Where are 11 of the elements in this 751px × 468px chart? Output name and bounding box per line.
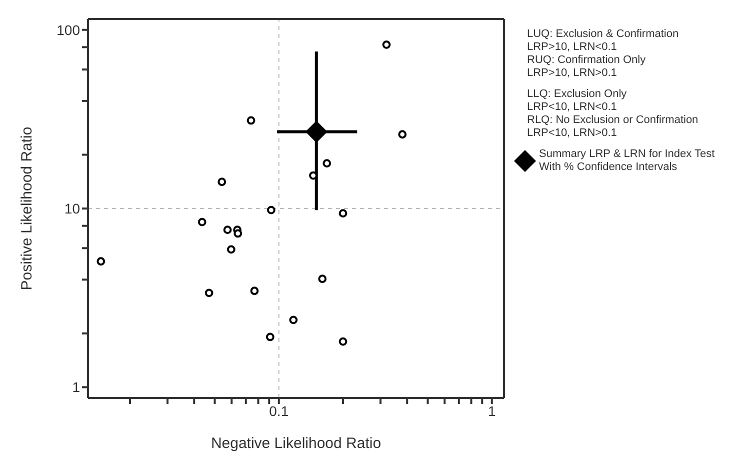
x-tick-label: 0.1 (269, 402, 289, 419)
y-axis-title: Positive Likelihood Ratio (18, 126, 36, 290)
x-axis-title: Negative Likelihood Ratio (210, 435, 382, 452)
y-tick-label: 1 (72, 379, 80, 396)
text: LLQ: Exclusion Only LRP<10, LRN<0.1 (527, 88, 628, 114)
text: RLQ: No Exclusion or Confirmation LRP<10, LRN>0.1 (527, 114, 700, 140)
y-tick-label: 100 (56, 22, 80, 38)
y-tick-label: 10 (64, 200, 80, 216)
legend-label: Summary LRP & LRN for Index Test With % Confidence Intervals (539, 148, 716, 174)
text: LUQ: Exclusion & Confirmation LRP>10, LRN<0.1 (527, 28, 680, 54)
text: RUQ: Confirmation Only LRP>10, LRN>0.1 (527, 54, 647, 80)
